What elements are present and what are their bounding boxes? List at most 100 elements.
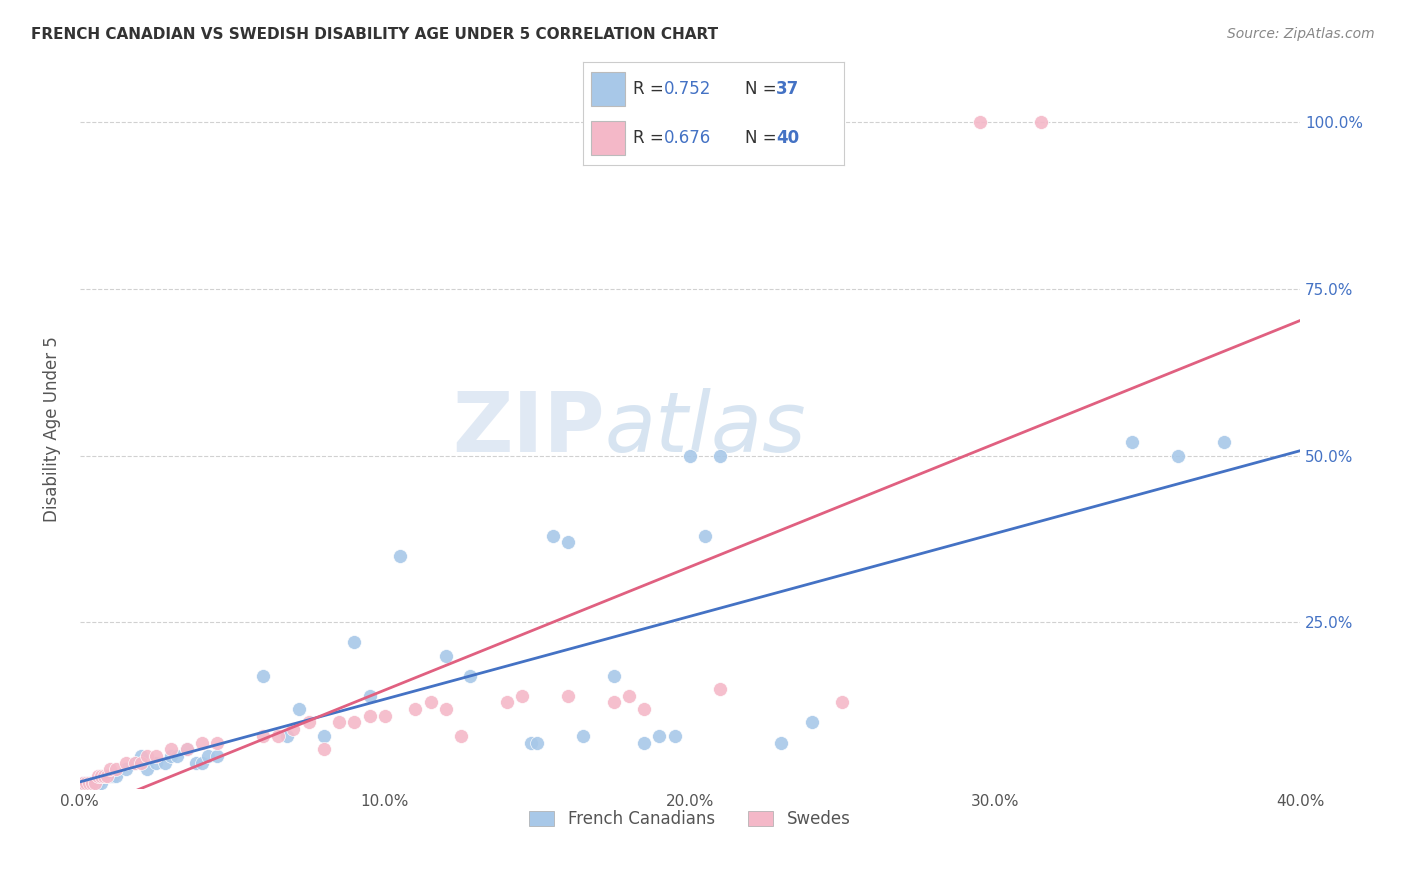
Point xyxy=(460,669,482,683)
Point xyxy=(80,775,103,789)
Point xyxy=(434,648,457,663)
Point xyxy=(541,528,564,542)
Point xyxy=(276,729,298,743)
Point xyxy=(526,735,548,749)
Text: FRENCH CANADIAN VS SWEDISH DISABILITY AGE UNDER 5 CORRELATION CHART: FRENCH CANADIAN VS SWEDISH DISABILITY AG… xyxy=(31,27,718,42)
Point xyxy=(359,689,381,703)
Point xyxy=(557,689,579,703)
Point xyxy=(404,702,426,716)
Point xyxy=(267,729,290,743)
Text: 37: 37 xyxy=(776,79,799,97)
Point xyxy=(84,775,107,789)
Point xyxy=(84,775,107,789)
Point xyxy=(176,742,198,756)
Point xyxy=(90,775,112,789)
Point xyxy=(831,696,853,710)
Text: 0.752: 0.752 xyxy=(664,79,711,97)
Point xyxy=(93,769,115,783)
Point xyxy=(602,696,624,710)
Point xyxy=(103,769,125,783)
Point xyxy=(648,729,671,743)
Point xyxy=(709,449,731,463)
Point xyxy=(496,696,519,710)
Point xyxy=(252,729,274,743)
Point xyxy=(312,729,335,743)
Point xyxy=(434,702,457,716)
Point xyxy=(136,762,159,776)
Point xyxy=(87,775,110,789)
Point xyxy=(343,635,366,649)
Point xyxy=(100,762,122,776)
Point xyxy=(114,756,136,770)
Point xyxy=(557,535,579,549)
Point xyxy=(298,715,321,730)
Point xyxy=(252,669,274,683)
Point xyxy=(100,769,122,783)
Point xyxy=(374,708,396,723)
Point xyxy=(1167,449,1189,463)
Point xyxy=(145,748,167,763)
Point xyxy=(288,702,311,716)
Point xyxy=(129,748,152,763)
Point xyxy=(176,742,198,756)
Point xyxy=(93,769,115,783)
Text: N =: N = xyxy=(745,79,782,97)
Point xyxy=(129,756,152,770)
Text: N =: N = xyxy=(745,128,782,147)
Point xyxy=(283,722,305,736)
Point xyxy=(160,748,183,763)
Point xyxy=(184,756,207,770)
Point xyxy=(96,769,118,783)
Point xyxy=(191,756,214,770)
Text: atlas: atlas xyxy=(605,388,806,469)
Point xyxy=(450,729,472,743)
Point xyxy=(77,775,100,789)
Point xyxy=(572,729,595,743)
Legend: French Canadians, Swedes: French Canadians, Swedes xyxy=(523,804,858,835)
Point xyxy=(695,528,717,542)
Point xyxy=(679,449,702,463)
Text: R =: R = xyxy=(633,79,669,97)
Point xyxy=(709,682,731,697)
Point xyxy=(166,748,188,763)
Point xyxy=(75,775,97,789)
FancyBboxPatch shape xyxy=(592,71,626,105)
Point xyxy=(328,715,350,730)
FancyBboxPatch shape xyxy=(592,121,626,155)
Point xyxy=(124,756,146,770)
Point xyxy=(510,689,533,703)
Point xyxy=(80,775,103,789)
Point xyxy=(664,729,686,743)
Text: 0.676: 0.676 xyxy=(664,128,711,147)
Point xyxy=(114,762,136,776)
Point xyxy=(197,748,219,763)
Point xyxy=(77,775,100,789)
Point xyxy=(87,769,110,783)
Point xyxy=(633,702,655,716)
Point xyxy=(969,115,991,129)
Point xyxy=(1121,435,1143,450)
Text: 40: 40 xyxy=(776,128,799,147)
Point xyxy=(520,735,543,749)
Point xyxy=(124,756,146,770)
Point xyxy=(72,775,94,789)
Point xyxy=(770,735,793,749)
Point xyxy=(205,748,228,763)
Point xyxy=(96,769,118,783)
Point xyxy=(72,775,94,789)
Point xyxy=(105,762,128,776)
Point xyxy=(205,735,228,749)
Point xyxy=(136,748,159,763)
Point xyxy=(633,735,655,749)
Point xyxy=(191,735,214,749)
Point xyxy=(145,756,167,770)
Point xyxy=(800,715,823,730)
Point xyxy=(602,669,624,683)
Point xyxy=(1212,435,1234,450)
Point xyxy=(419,696,441,710)
Point xyxy=(359,708,381,723)
Point xyxy=(75,775,97,789)
Text: Source: ZipAtlas.com: Source: ZipAtlas.com xyxy=(1227,27,1375,41)
Y-axis label: Disability Age Under 5: Disability Age Under 5 xyxy=(44,336,60,522)
Point xyxy=(160,742,183,756)
